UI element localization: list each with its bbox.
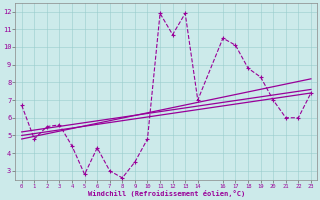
X-axis label: Windchill (Refroidissement éolien,°C): Windchill (Refroidissement éolien,°C) [88,190,245,197]
